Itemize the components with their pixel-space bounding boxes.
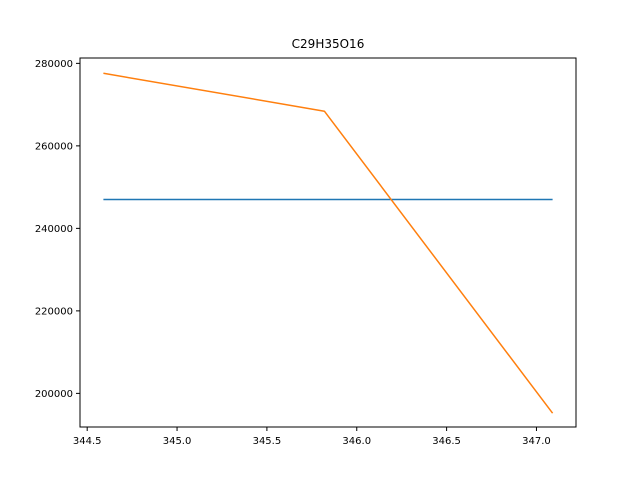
series-line-2: [103, 72, 554, 414]
x-axis: 344.5 345.0 345.5 346.0 346.5 347.0: [73, 427, 551, 447]
plot-frame: [79, 57, 577, 428]
y-tick-label: 240000: [35, 224, 73, 235]
x-tick-label: 345.0: [163, 436, 192, 447]
series-layer: [103, 72, 554, 414]
y-tick-label: 260000: [35, 141, 73, 152]
x-tick-label: 346.5: [432, 436, 461, 447]
x-tick-label: 347.0: [522, 436, 551, 447]
y-tick-label: 280000: [35, 59, 73, 70]
x-tick-label: 344.5: [73, 436, 102, 447]
y-tick-label: 200000: [35, 389, 73, 400]
y-tick-label: 220000: [35, 306, 73, 317]
y-axis: 200000 220000 240000 260000 280000: [35, 59, 80, 400]
chart-title: C29H35O16: [292, 37, 365, 51]
x-tick-label: 346.0: [342, 436, 371, 447]
x-tick-label: 345.5: [253, 436, 282, 447]
